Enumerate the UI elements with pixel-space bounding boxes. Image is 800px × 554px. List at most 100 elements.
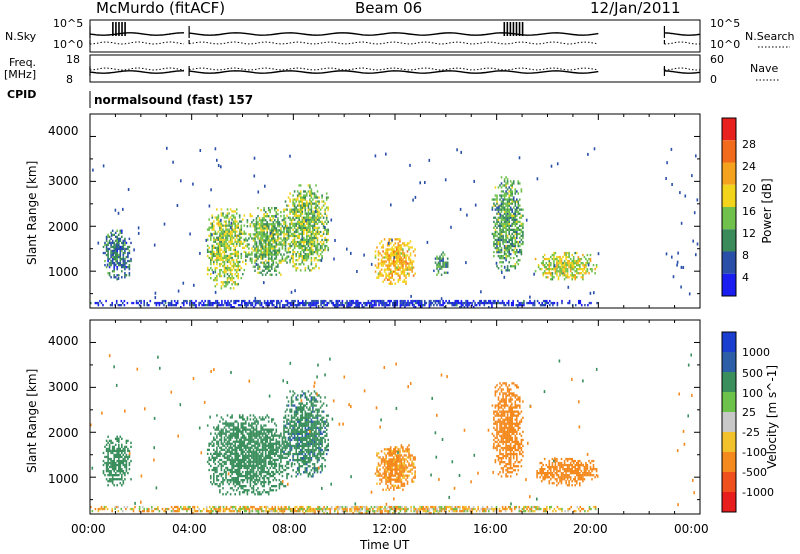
power-heatmap-cell [405,282,407,285]
velocity-heatmap-cell [116,478,118,481]
power-heatmap-cell [140,301,142,305]
velocity-heatmap-cell [271,464,273,468]
velocity-heatmap-cell [252,474,255,478]
power-heatmap-cell [562,274,564,277]
velocity-heatmap-cell [280,444,282,447]
power-heatmap-cell [324,244,326,248]
power-heatmap-cell [434,301,437,305]
power-heatmap-cell [229,256,232,260]
power-heatmap-scatter [665,252,668,256]
velocity-heatmap-cell [251,444,253,447]
power-heatmap-cell [316,214,319,217]
power-heatmap-cell [514,188,517,191]
velocity-heatmap-cell [243,422,246,425]
velocity-heatmap-cell [240,458,243,462]
power-heatmap-cell [240,232,243,235]
power-heatmap-cell [367,301,370,305]
power-heatmap-cell [562,255,564,259]
power-heatmap-cell [590,301,592,305]
power-heatmap-scatter [677,251,679,255]
velocity-heatmap-cell [269,436,271,439]
power-heatmap-cell [226,232,229,235]
power-heatmap-cell [318,200,320,203]
power-heatmap-cell [238,238,241,241]
velocity-heatmap-cell [263,481,265,484]
power-heatmap-cell [500,224,503,227]
velocity-heatmap-cell [245,489,247,492]
power-heatmap-cell [462,304,464,307]
power-heatmap-cell [541,301,543,305]
velocity-heatmap-cell [261,416,264,419]
power-heatmap-scatter [154,291,157,295]
velocity-heatmap-cell [243,436,246,439]
power-heatmap-cell [548,257,551,261]
power-heatmap-cell [246,245,249,248]
power-heatmap-cell [306,192,308,195]
power-heatmap-cell [238,234,241,237]
velocity-heatmap-cell [246,460,249,464]
power-heatmap-cell [284,222,287,225]
power-heatmap-cell [301,234,304,238]
power-heatmap-cell [223,275,226,278]
power-heatmap-cell [231,230,233,233]
power-heatmap-cell [155,301,158,305]
velocity-heatmap-cell [217,440,220,443]
power-heatmap-cell [509,180,512,183]
power-heatmap-cell [267,261,270,264]
power-heatmap-cell [505,184,507,187]
power-heatmap-cell [271,229,273,232]
power-heatmap-cell [217,254,220,258]
power-heatmap-cell [283,218,285,221]
power-heatmap-cell [116,253,118,257]
power-heatmap-cell [568,276,570,279]
power-heatmap-cell [382,246,384,249]
power-heatmap-cell [238,240,241,243]
velocity-heatmap-cell [278,436,281,439]
power-heatmap-cell [313,194,316,197]
power-heatmap-cell [496,230,498,234]
power-heatmap-cell [242,242,244,245]
power-heatmap-cell [295,198,297,201]
power-heatmap-cell [274,229,276,232]
velocity-heatmap-cell [264,446,267,449]
power-heatmap-cell [271,219,273,222]
power-heatmap-cell [568,301,571,305]
power-heatmap-cell [595,264,598,267]
velocity-heatmap-cell [234,456,236,459]
velocity-heatmap-cell [269,444,271,447]
power-heatmap-cell [397,250,400,253]
power-heatmap-cell [552,301,554,305]
power-heatmap-cell [511,190,513,193]
velocity-heatmap-cell [255,462,258,466]
velocity-heatmap-cell [228,438,230,441]
velocity-heatmap-cell [264,454,267,457]
velocity-heatmap-cell [258,456,261,459]
velocity-heatmap-cell [102,472,105,475]
velocity-heatmap-cell [283,468,285,472]
power-heatmap-cell [229,216,232,219]
power-heatmap-cell [290,210,293,213]
power-heatmap-cell [222,283,224,286]
power-heatmap-cell [269,241,271,244]
power-heatmap-cell [471,301,473,305]
power-heatmap-cell [274,247,276,250]
power-heatmap-cell [509,238,512,242]
power-heatmap-cell [550,262,552,265]
velocity-heatmap-cell [237,452,239,455]
velocity-heatmap-cell [267,454,270,457]
velocity-heatmap-cell [107,459,109,463]
xtick-2000: 20:00 [573,522,608,536]
power-heatmap-cell [221,299,223,303]
power-heatmap-cell [274,209,276,212]
velocity-heatmap-cell [252,487,255,490]
power-heatmap-cell [520,248,523,252]
power-heatmap-cell [527,301,530,305]
power-heatmap-cell [506,182,509,185]
power-heatmap-cell [301,212,304,215]
power-heatmap-cell [263,255,265,258]
power-heatmap-cell [332,301,335,305]
power-heatmap-cell [216,238,218,241]
power-heatmap-cell [295,208,297,211]
velocity-heatmap-cell [275,434,278,437]
power-heatmap-cell [275,261,278,264]
